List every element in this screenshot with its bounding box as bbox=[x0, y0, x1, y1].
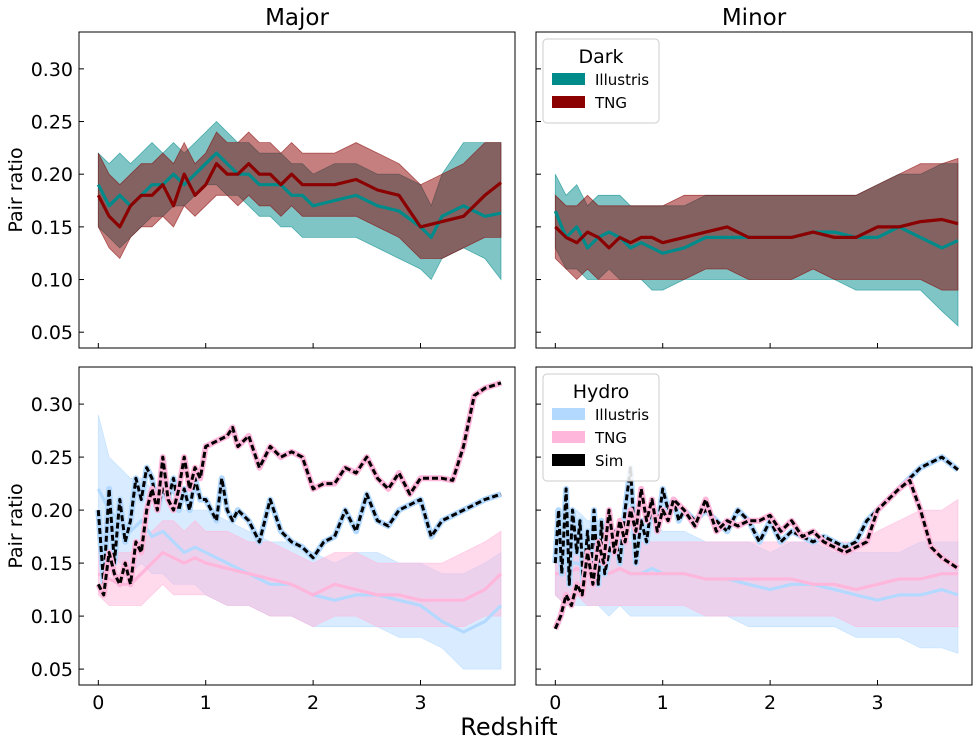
line-sim-tng bbox=[96, 381, 502, 597]
panel-title: Major bbox=[265, 5, 329, 31]
x-tick-label: 2 bbox=[764, 692, 776, 714]
y-axis-label: Pair ratio bbox=[5, 147, 27, 232]
y-tick-label: 0.25 bbox=[31, 112, 73, 134]
line-tng bbox=[96, 162, 502, 229]
legend-hydro: Hydro Illustris TNG Sim bbox=[542, 373, 660, 482]
legend-swatch-tng bbox=[552, 431, 585, 443]
line-tng bbox=[554, 217, 959, 250]
legend-label-illustris: Illustris bbox=[595, 406, 649, 424]
plot-area bbox=[553, 157, 959, 327]
figure-xlabel: Redshift bbox=[460, 713, 557, 741]
legend-label-tng: TNG bbox=[594, 429, 627, 447]
band-tng bbox=[554, 157, 959, 291]
line-sim-tng bbox=[553, 478, 959, 630]
y-tick-label: 0.30 bbox=[31, 394, 73, 416]
line-sim-illustris bbox=[96, 466, 502, 586]
axes-frame bbox=[78, 31, 516, 349]
legend-label-tng: TNG bbox=[594, 94, 627, 112]
panel-minor-dark: Minor Dark Illustris TNG bbox=[535, 5, 973, 349]
x-tick-label: 0 bbox=[92, 692, 104, 714]
x-tick-label: 3 bbox=[871, 692, 883, 714]
legend-swatch-illustris bbox=[552, 408, 585, 420]
x-tick-label: 2 bbox=[307, 692, 319, 714]
panel-major-dark: 0.05 0.10 0.15 0.20 0.25 0.30 Major Pair ratio bbox=[5, 5, 516, 349]
y-tick-label: 0.05 bbox=[31, 659, 73, 681]
legend-title: Hydro bbox=[573, 381, 630, 403]
y-tick-label: 0.15 bbox=[31, 553, 73, 575]
x-tick-label: 1 bbox=[200, 692, 212, 714]
legend-title: Dark bbox=[578, 46, 623, 68]
panel-major-hydro: 0 1 2 3 0.05 0.10 0.15 0.20 0.25 0.30 Pair ratio bbox=[5, 366, 516, 714]
legend-swatch-tng bbox=[552, 96, 585, 108]
legend-label-sim: Sim bbox=[595, 452, 623, 470]
panel-title: Minor bbox=[722, 5, 787, 31]
x-tick-label: 0 bbox=[549, 692, 561, 714]
line-tng bbox=[97, 550, 503, 602]
axes-frame bbox=[78, 366, 516, 686]
y-tick-label: 0.30 bbox=[31, 59, 73, 81]
panel-minor-hydro: 0 1 2 3 Hydro Illustris TNG Sim bbox=[535, 366, 973, 714]
plot-area bbox=[552, 454, 960, 654]
x-tick-label: 3 bbox=[414, 692, 426, 714]
y-tick-label: 0.10 bbox=[31, 606, 73, 628]
plot-area bbox=[95, 380, 503, 670]
legend-swatch-illustris bbox=[552, 73, 585, 85]
x-tick-label: 1 bbox=[657, 692, 669, 714]
y-tick-label: 0.15 bbox=[31, 217, 73, 239]
y-axis-label: Pair ratio bbox=[5, 483, 27, 568]
legend-label-illustris: Illustris bbox=[595, 71, 649, 89]
plot-area bbox=[96, 120, 502, 281]
y-tick-label: 0.25 bbox=[31, 447, 73, 469]
legend-dark: Dark Illustris TNG bbox=[542, 38, 660, 124]
axes-frame bbox=[535, 366, 973, 686]
y-tick-label: 0.20 bbox=[31, 500, 73, 522]
y-tick-label: 0.20 bbox=[31, 164, 73, 186]
y-tick-label: 0.10 bbox=[31, 270, 73, 292]
axes-frame bbox=[535, 31, 973, 349]
legend-swatch-sim bbox=[552, 454, 585, 466]
y-tick-label: 0.05 bbox=[31, 322, 73, 344]
panels: 0.05 0.10 0.15 0.20 0.25 0.30 Major Pair ratio M… bbox=[5, 5, 973, 714]
